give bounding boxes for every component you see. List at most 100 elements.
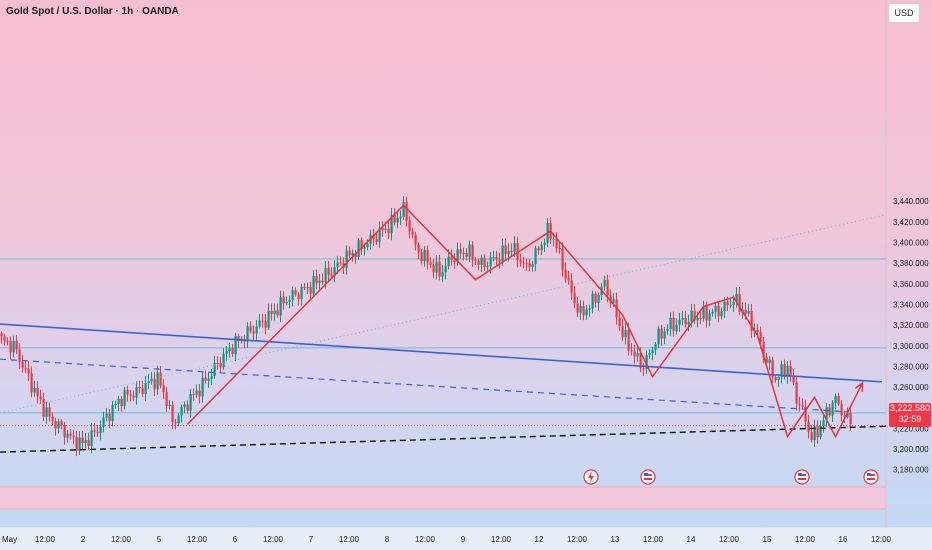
time-tick-label: 6 [233,535,238,544]
currency-button[interactable]: USD [888,3,920,23]
wave-annotation [186,204,864,439]
support-trendline [0,425,887,453]
candle-body [606,279,609,296]
candle-body [321,280,324,283]
candle-body [789,366,792,376]
candle-body [144,383,147,394]
candle-body [288,299,291,302]
candle-body [654,344,657,350]
time-tick-label: 12:00 [643,535,664,544]
candle-body [765,357,768,363]
us-event-icon-stripe [644,478,652,480]
price-tick-label: 3,360.000 [893,280,929,289]
candle-body [816,426,819,438]
candle-body [21,361,24,368]
candle-body [567,278,570,281]
time-tick-label: 15 [763,535,772,544]
price-tick-label: 3,340.000 [893,300,929,309]
candle-body [777,377,780,381]
candle-body [165,392,168,407]
candle-body [108,413,111,422]
candle-body [366,243,369,248]
candle-body [540,244,543,251]
time-tick-label: 16 [839,535,848,544]
candle-body [576,303,579,313]
candle-body [708,313,711,321]
candle-body [648,353,651,355]
candle-body [771,359,774,378]
candle-body [219,363,222,368]
candle-body [429,262,432,265]
candle-body [123,389,126,407]
candle-body [66,433,69,438]
price-tick-label: 3,420.000 [893,218,929,227]
candle-body [186,404,189,411]
candle-body [432,264,435,273]
indicator-band [0,487,886,509]
candle-body [324,268,327,283]
candle-body [237,336,240,342]
candle-body [558,248,561,250]
candle-body [363,247,366,249]
candle-body [381,228,384,231]
time-tick-label: 13 [611,535,620,544]
time-tick-label: 12:00 [719,535,740,544]
candle-body [711,311,714,314]
candle-body [207,378,210,381]
candle-body [231,347,234,355]
us-event-icon-canton [644,473,648,476]
candle-body [465,253,468,257]
candle-body [225,351,228,354]
candle-body [831,402,834,416]
candle-body [750,310,753,332]
candle-body [201,377,204,397]
candle-body [69,433,72,436]
candle-body [819,426,822,438]
candle-body [333,267,336,277]
candle-body [357,240,360,258]
price-tick-label: 3,440.000 [893,197,929,206]
candle-body [198,390,201,397]
candle-body [543,242,546,245]
candle-body [579,306,582,313]
candle-body [696,317,699,321]
time-tick-label: 12:00 [111,535,132,544]
arrow-head [854,381,864,392]
candle-body [828,407,831,416]
time-tick-label: 12:00 [871,535,892,544]
candle-body [513,242,516,252]
candle-body [732,301,735,305]
candle-body [780,364,783,378]
candle-body [438,261,441,277]
candle-body [12,340,15,353]
candle-body [51,416,54,422]
time-tick-label: 12:00 [491,535,512,544]
candle-body [681,318,684,320]
candle-body [447,256,450,266]
candle-body [54,421,57,429]
candle-body [45,407,48,417]
current-price-tag: 3,222.580 32:59 [889,403,931,427]
candle-body [300,286,303,300]
candle-body [591,293,594,309]
candle-body [105,413,108,418]
candle-body [441,272,444,277]
us-event-icon [640,469,656,485]
candle-body [294,290,297,295]
time-tick-label: 8 [385,535,390,544]
candle-body [129,394,132,396]
candle-body [825,407,828,421]
candle-body [33,388,36,393]
candle-body [339,262,342,264]
candle-body [249,326,252,332]
candle-body [426,249,429,263]
candle-body [636,353,639,357]
candle-body [246,326,249,342]
time-tick-label: 2 [81,535,86,544]
us-event-icon-stripe [867,478,875,480]
candle-body [261,320,264,322]
candle-body [252,331,255,334]
time-tick-label: 12 [535,535,544,544]
